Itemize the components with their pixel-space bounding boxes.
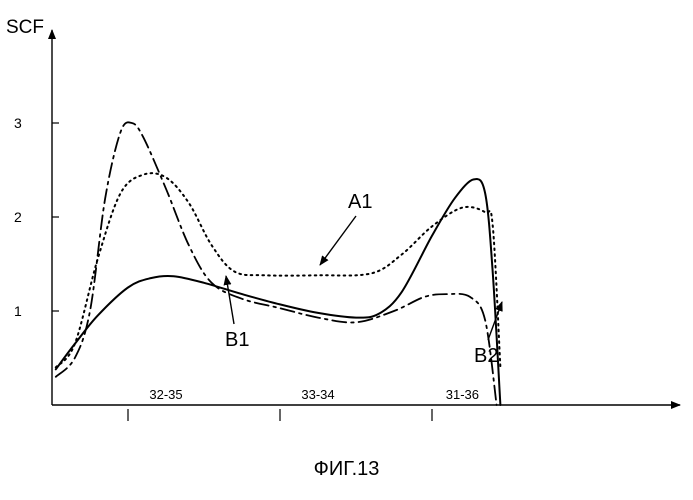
y-tick-label: 1 [14,303,22,319]
annotation-arrow-a1 [320,216,356,265]
region-label: 32-35 [149,387,182,402]
y-tick-label: 3 [14,115,22,131]
annotation-arrow-b1 [226,276,234,324]
y-tick-label: 2 [14,209,22,225]
annotation-layer: A1 B1 B2 [225,191,502,367]
series-layer [56,122,501,405]
series-line-b2 [56,122,497,405]
y-axis-label: SCF [6,17,44,38]
annotation-label-a1: A1 [348,191,372,213]
ticks: 1 2 3 32-35 33-34 31-36 [14,115,479,421]
region-label: 31-36 [446,387,479,402]
series-line-a1 [56,173,501,367]
annotation-label-b2: B2 [474,345,498,367]
series-line-b1 [56,179,501,405]
axes: SCF [6,17,680,405]
annotation-label-b1: B1 [225,329,249,351]
figure-caption: ФИГ.13 [0,458,693,481]
region-label: 33-34 [301,387,334,402]
